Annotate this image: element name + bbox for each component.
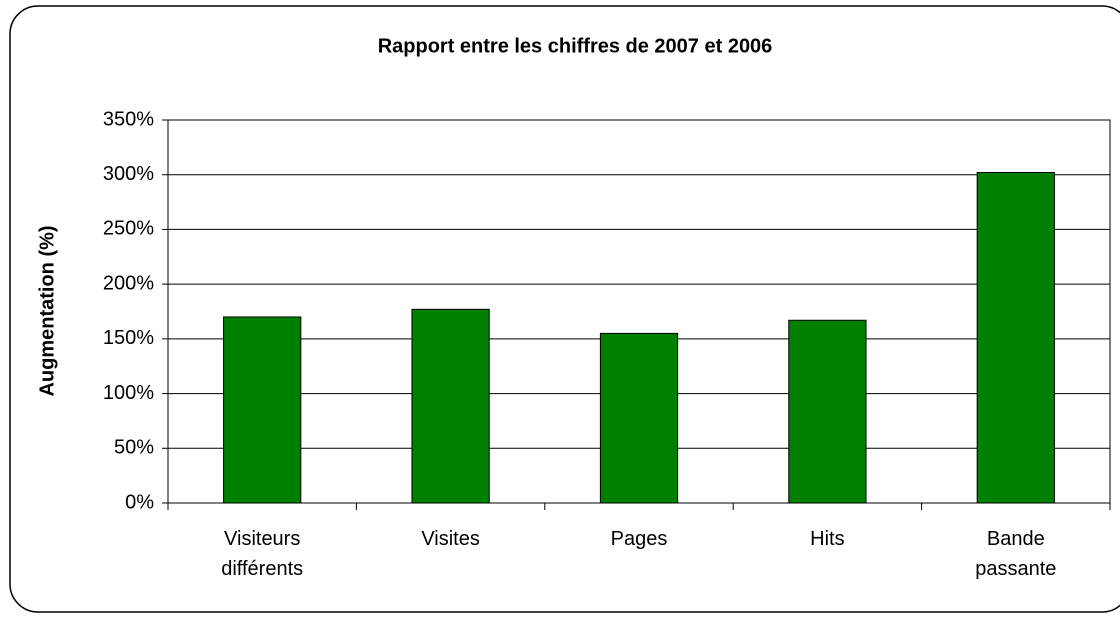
x-tick-label: Visiteurs différents	[221, 528, 304, 580]
bar	[976, 172, 1055, 504]
bar	[223, 316, 302, 504]
y-tick-label: 350%	[103, 108, 154, 130]
x-tick-label: Bande passante	[975, 528, 1057, 580]
bar	[411, 308, 490, 504]
chart-frame	[9, 5, 1120, 613]
x-tick-label: Hits	[810, 528, 845, 550]
y-tick-label: 250%	[103, 218, 154, 240]
y-tick-label: 100%	[103, 382, 154, 404]
bar	[788, 319, 867, 504]
y-axis-title: Augmentation (%)	[36, 225, 58, 396]
x-tick-label: Visites	[421, 528, 480, 550]
x-tick-label: Pages	[610, 528, 668, 550]
chart-title: Rapport entre les chiffres de 2007 et 20…	[378, 35, 773, 57]
y-tick-label: 150%	[103, 327, 154, 349]
y-tick-label: 200%	[103, 272, 154, 294]
y-tick-label: 0%	[125, 491, 154, 513]
y-tick-label: 50%	[114, 437, 154, 459]
bar	[599, 332, 679, 504]
y-tick-label: 300%	[103, 163, 154, 185]
